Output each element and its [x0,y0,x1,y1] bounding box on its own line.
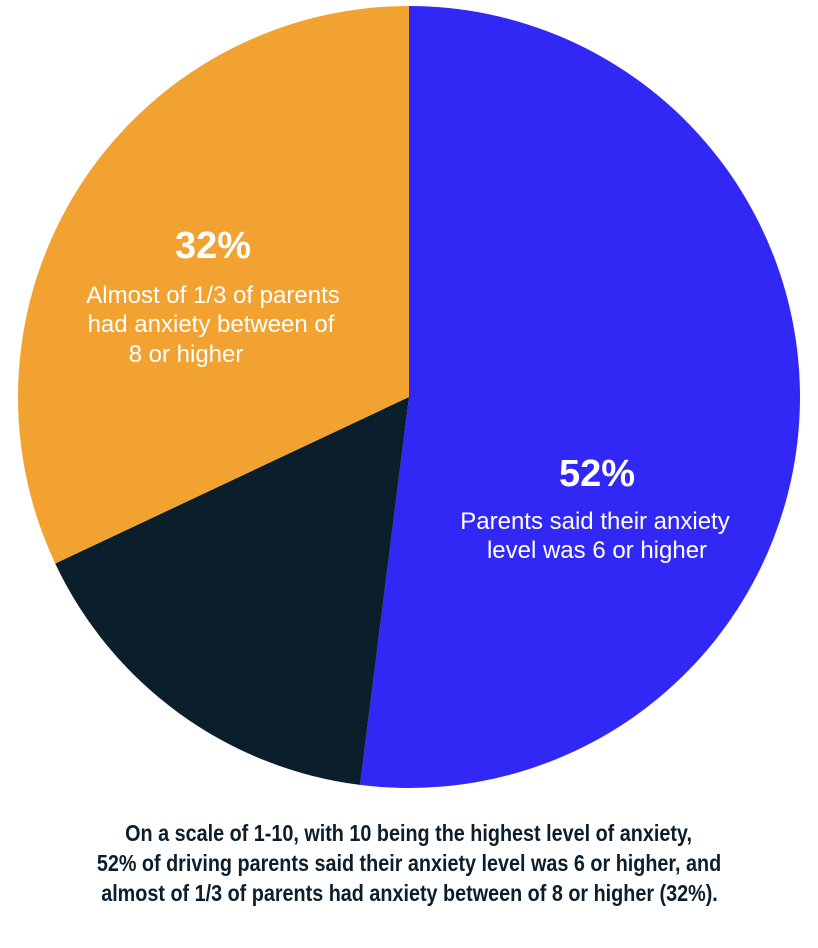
label-52-line2: level was 6 or higher [487,537,707,564]
label-32-pct: 32% [175,225,251,267]
caption-line-2: 52% of driving parents said their anxiet… [96,850,722,876]
caption-line-1: On a scale of 1-10, with 10 being the hi… [125,820,693,846]
label-52-pct: 52% [559,453,635,495]
pie-chart: 52% Parents said their anxiety level was… [18,6,800,788]
pie-slice-1 [55,397,410,785]
chart-caption: On a scale of 1-10, with 10 being the hi… [0,818,818,908]
label-32-line2: had anxiety between of [88,311,335,338]
label-32-line3: 8 or higher [129,341,244,368]
pie-slice-2 [18,6,409,564]
pie-slice-0 [359,6,800,788]
label-52-line1: Parents said their anxiety [460,508,729,535]
label-32-line1: Almost of 1/3 of parents [86,282,339,309]
caption-line-3: almost of 1/3 of parents had anxiety bet… [100,880,718,906]
